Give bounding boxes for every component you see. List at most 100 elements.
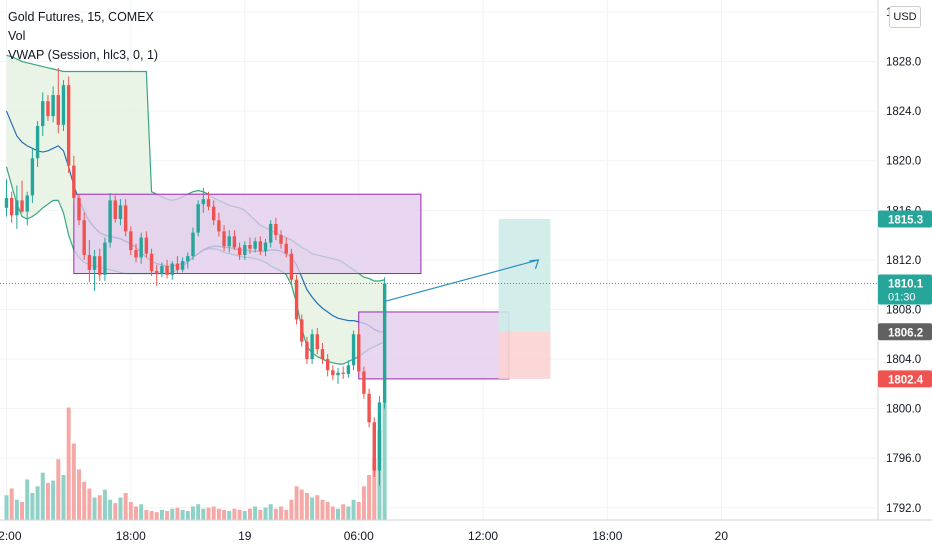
candle-body [56,95,60,125]
candle-body [108,200,112,243]
candle-body [180,261,185,270]
volume-bar [372,458,377,520]
long-position-tool [384,218,551,379]
volume-bar [82,481,87,520]
volume-bar [315,495,320,520]
candle-body [258,241,263,252]
volume-bar [304,493,309,520]
legend-symbol[interactable]: Gold Futures, 15, COMEX [8,10,154,24]
price-tag-label: 1802.4 [888,374,924,386]
volume-bar [310,497,315,520]
candle-body [46,101,50,117]
candle-body [274,223,278,236]
volume-bar [102,489,107,520]
volume-bar [242,511,247,520]
volume-bar [180,509,185,520]
candle-body [284,243,288,254]
chart-legend: Gold Futures, 15, COMEX Vol VWAP (Sessio… [8,8,158,65]
volume-bar [216,508,221,520]
candle-body [243,245,247,255]
volume-bar [25,479,30,520]
volume-bar [361,486,366,520]
price-tag-last [878,274,932,305]
candle-body [25,195,29,212]
candle-body [357,334,361,372]
candle-body [315,334,319,350]
candle-body [4,197,9,208]
volume-bar [356,502,361,520]
legend-vwap[interactable]: VWAP (Session, hlc3, 0, 1) [8,48,159,62]
volume-bar [196,504,201,520]
volume-bar [201,508,206,520]
candle-body [66,85,71,166]
candle-body [20,200,24,212]
time-tick-label: 18:00 [116,529,146,543]
time-tick-label: 19 [238,529,252,543]
candle-body [237,247,242,255]
volume-bar [14,499,19,520]
candle-body [336,372,340,376]
candle-body [300,319,304,342]
candle-body [103,242,107,275]
volume-bar [97,495,102,520]
volume-bar [123,493,128,520]
volume-bar [367,475,372,520]
volume-bar [190,506,195,520]
candle-body [217,220,221,232]
candle-body [310,334,314,360]
volume-bar [113,503,118,520]
candle-body [160,266,164,274]
volume-bar [325,502,330,520]
volume-bar [299,489,304,520]
candle-body [77,197,81,221]
volume-bar [341,504,346,520]
candle-body [186,256,190,262]
volume-bar [134,506,138,520]
volume-bar [382,401,387,520]
candle-body [113,200,117,219]
volume-bar [165,511,170,520]
volume-bar [185,511,190,520]
candle-body [9,197,14,216]
currency-button[interactable]: USD [889,6,921,28]
volume-bar [9,488,14,520]
candle-body [118,205,123,219]
volume-bar [247,508,252,520]
price-tick-label: 1804.0 [886,354,921,366]
candle-body [377,402,382,471]
candle-body [341,372,345,374]
candle-body [382,283,387,403]
candle-body [294,279,299,320]
volume-bar [268,504,273,520]
candle-body [191,232,195,257]
candle-body [212,206,216,221]
candle-body [134,249,138,258]
volume-bar [35,486,40,520]
candle-body [72,165,76,198]
legend-volume[interactable]: Vol [8,29,26,43]
volume-bar [336,508,341,520]
position-arrow-head [529,259,540,270]
volume-bar [351,499,356,520]
candle-body [149,253,154,272]
price-tag-vwap [878,323,932,341]
volume-bar [154,512,159,520]
volume-bar [227,511,232,520]
price-tick-label: 1792.0 [886,503,921,515]
price-tag-countdown: 01:30 [888,291,916,303]
volume-bar [170,508,175,520]
time-axis: 12:00 18:00 19 06:00 12:00 18:00 20 [0,519,932,543]
volume-bar [71,443,76,520]
candle-body [206,199,211,207]
volume-bar [92,497,97,520]
candle-body [170,263,174,275]
volume-bar [149,511,154,520]
candle-body [41,101,45,127]
candle-body [320,349,325,360]
price-tick-label: 1828.0 [886,57,921,69]
candle-body [367,393,371,423]
time-tick-label: 20 [715,529,729,543]
position-target-zone [498,218,551,332]
